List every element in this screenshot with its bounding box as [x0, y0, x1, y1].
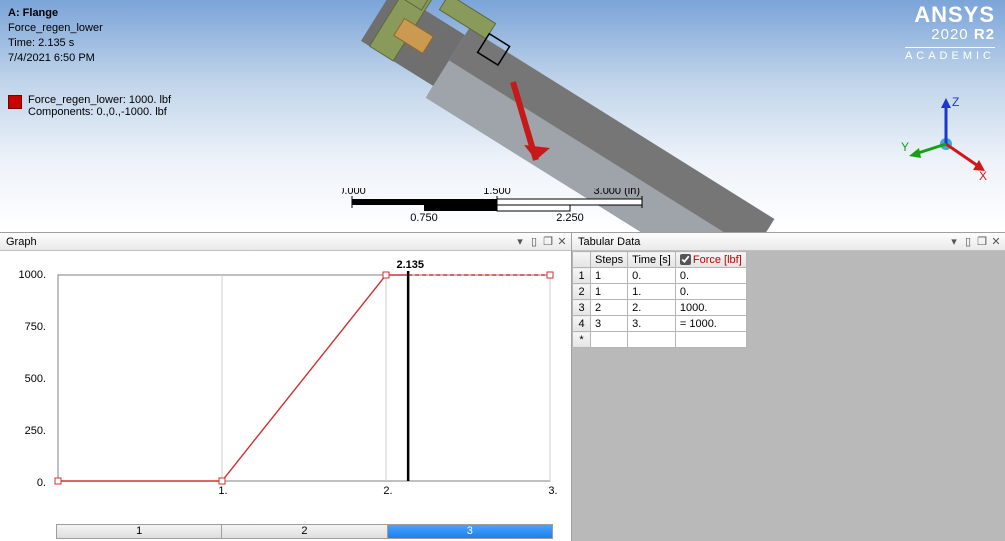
x-axis-labels: 1.2.3.	[58, 485, 553, 499]
scale-bar: 0.000 1.500 3.000 (in) 0.750 2.250	[342, 188, 652, 225]
data-table[interactable]: StepsTime [s]Force [lbf]110.0.211.0.322.…	[572, 251, 747, 348]
svg-text:X: X	[979, 169, 987, 182]
pin-icon[interactable]: ▯	[961, 235, 975, 249]
svg-text:2.250: 2.250	[556, 212, 584, 222]
table-row[interactable]: 433.= 1000.	[573, 316, 747, 332]
brand-name: ANSYS	[905, 4, 995, 26]
graph-body[interactable]: 0.250.500.750.1000. 1.2.3. 2.135 123	[0, 251, 571, 541]
table-row-blank[interactable]: *	[573, 332, 747, 348]
tabular-body: StepsTime [s]Force [lbf]110.0.211.0.322.…	[572, 251, 1005, 541]
col-force[interactable]: Force [lbf]	[675, 252, 746, 268]
brand-edition: ACADEMIC	[905, 50, 995, 62]
svg-text:1.500: 1.500	[483, 188, 511, 197]
table-row[interactable]: 110.0.	[573, 268, 747, 284]
viewport-3d[interactable]: A: Flange Force_regen_lower Time: 2.135 …	[0, 0, 1005, 232]
step-bar[interactable]: 123	[56, 524, 553, 539]
brand-year: 2020	[931, 26, 968, 43]
step-segment[interactable]: 1	[57, 525, 222, 538]
tabular-panel-title: Tabular Data	[578, 236, 947, 248]
force-visibility-checkbox[interactable]	[680, 254, 691, 265]
close-icon[interactable]: ✕	[989, 235, 1003, 249]
close-icon[interactable]: ✕	[555, 235, 569, 249]
svg-text:0.750: 0.750	[410, 212, 438, 222]
graph-panel-header[interactable]: Graph ▾ ▯ ❐ ✕	[0, 233, 571, 251]
dropdown-icon[interactable]: ▾	[513, 235, 527, 249]
tabular-panel: Tabular Data ▾ ▯ ❐ ✕ StepsTime [s]Force …	[572, 233, 1005, 541]
svg-text:0.000: 0.000	[342, 188, 366, 197]
col-steps[interactable]: Steps	[591, 252, 628, 268]
popout-icon[interactable]: ❐	[541, 235, 555, 249]
graph-panel-title: Graph	[6, 236, 513, 248]
popout-icon[interactable]: ❐	[975, 235, 989, 249]
coordinate-triad-icon[interactable]: Z X Y	[901, 96, 987, 182]
step-segment[interactable]: 3	[388, 525, 552, 538]
svg-text:Y: Y	[901, 140, 909, 154]
svg-text:Z: Z	[952, 96, 959, 109]
col-time[interactable]: Time [s]	[628, 252, 676, 268]
brand-block: ANSYS 2020 R2 ACADEMIC	[905, 4, 995, 62]
pin-icon[interactable]: ▯	[527, 235, 541, 249]
table-row[interactable]: 211.0.	[573, 284, 747, 300]
y-axis-labels: 0.250.500.750.1000.	[10, 275, 50, 483]
svg-text:3.000 (in): 3.000 (in)	[594, 188, 640, 197]
graph-panel: Graph ▾ ▯ ❐ ✕ 0.250.500.750.1000. 1.2.3. 2…	[0, 233, 572, 541]
step-segment[interactable]: 2	[222, 525, 387, 538]
current-time-label: 2.135	[58, 259, 553, 273]
tabular-panel-header[interactable]: Tabular Data ▾ ▯ ❐ ✕	[572, 233, 1005, 251]
brand-release: R2	[974, 26, 995, 43]
table-row[interactable]: 322.1000.	[573, 300, 747, 316]
dropdown-icon[interactable]: ▾	[947, 235, 961, 249]
